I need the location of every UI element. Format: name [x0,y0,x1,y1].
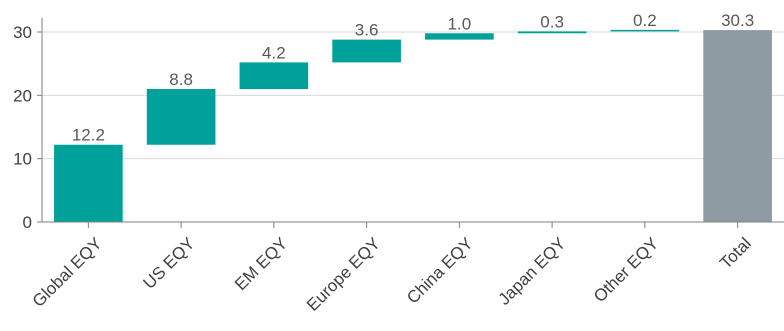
x-tick-label-other-eqy: Other EQY [590,234,662,306]
x-tick-label-total: Total [716,234,755,273]
bar-other-eqy [610,29,680,32]
bars-layer [54,29,772,222]
bar-em-eqy [239,62,309,89]
data-label-total: 30.3 [721,11,754,30]
bar-us-eqy [146,89,216,145]
y-tick-label-0: 0 [23,213,32,232]
bar-total [703,30,772,222]
data-label-global-eqy: 12.2 [72,126,105,145]
data-label-us-eqy: 8.8 [169,70,193,89]
x-tick-label-japan-eqy: Japan EQY [495,234,570,309]
x-tick-label-europe-eqy: Europe EQY [303,234,384,315]
data-label-em-eqy: 4.2 [262,43,286,62]
data-label-other-eqy: 0.2 [633,11,657,30]
bar-global-eqy [54,144,123,222]
y-tick-label-10: 10 [13,150,32,169]
bar-china-eqy [425,33,494,40]
y-tick-label-30: 30 [13,23,32,42]
axis-layer [37,18,784,228]
x-tick-label-em-eqy: EM EQY [231,234,291,294]
data-label-japan-eqy: 0.3 [540,12,564,31]
x-tick-label-china-eqy: China EQY [403,234,477,308]
x-tick-label-us-eqy: US EQY [140,234,199,293]
bar-europe-eqy [332,39,401,63]
bar-japan-eqy [517,31,587,34]
x-tick-label-global-eqy: Global EQY [29,234,106,311]
data-label-china-eqy: 1.0 [448,14,472,33]
data-label-europe-eqy: 3.6 [355,21,379,40]
y-tick-label-20: 20 [13,86,32,105]
